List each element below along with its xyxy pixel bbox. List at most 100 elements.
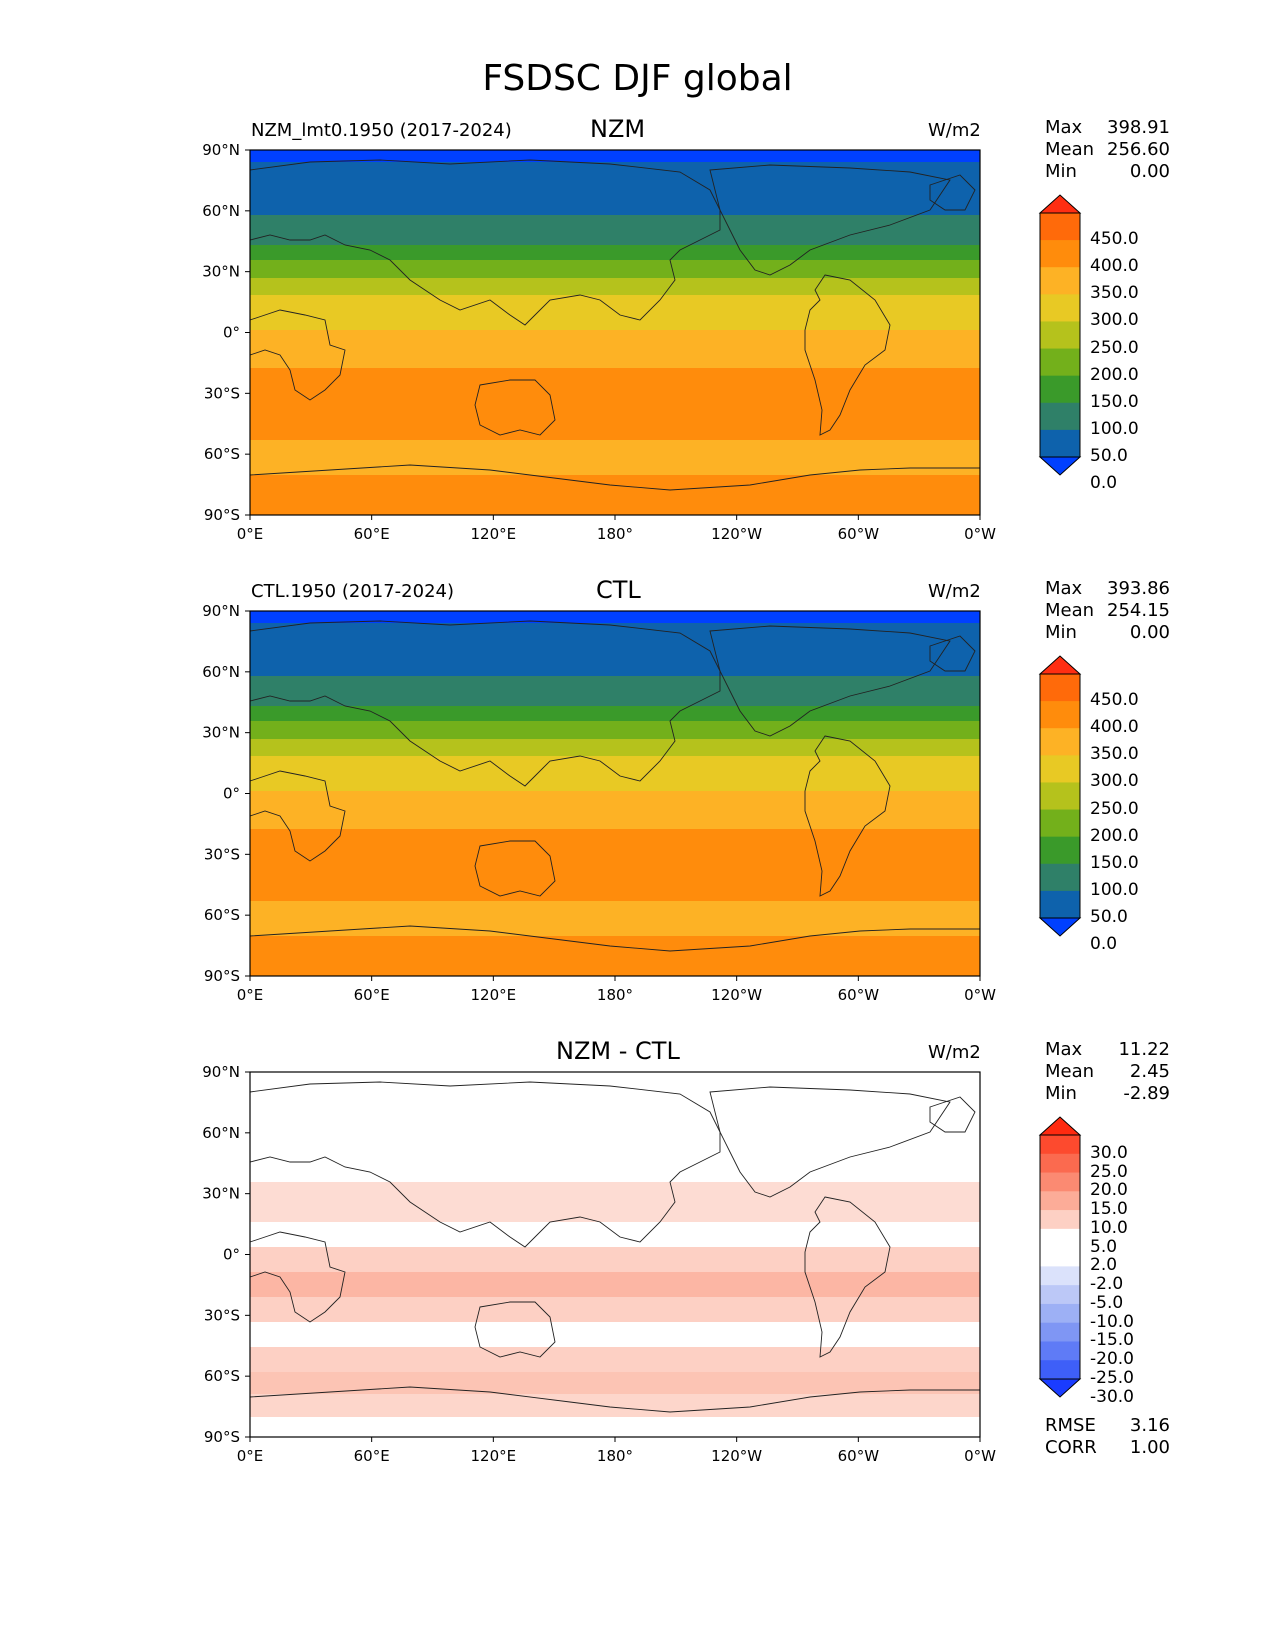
mean-value: 256.60 [1107, 139, 1170, 160]
panel-left-label: CTL.1950 (2017-2024) [251, 581, 455, 602]
colorbar-level-label: -2.0 [1090, 1274, 1124, 1295]
colorbar-swatch [1040, 1341, 1080, 1361]
panel-center-label: NZM - CTL [556, 1037, 680, 1065]
colorbar-swatch [1040, 375, 1080, 404]
lon-tick-label: 0°E [237, 986, 264, 1004]
colorbar-swatch [1040, 1322, 1080, 1342]
colorbar-level-label: 250.0 [1090, 798, 1139, 819]
field-band [250, 368, 980, 440]
colorbar-swatch [1040, 294, 1080, 322]
coastline [929, 1096, 976, 1133]
colorbar-level-label: 50.0 [1090, 907, 1128, 927]
coastline [249, 620, 721, 787]
colorbar-frame [1039, 212, 1081, 458]
coastline [804, 735, 891, 897]
map-nzm: 90°N 60°N 30°N 0° 30°S 60°S 90°S0°E 60°E 120°E 18… [202, 141, 996, 543]
colorbar-swatch [1040, 836, 1080, 865]
colorbar-level-label: 150.0 [1090, 391, 1139, 412]
min-value: 0.00 [1129, 161, 1170, 182]
stats-box: Max 393.86 Mean 254.15 Min 0.00 [1045, 578, 1170, 644]
colorbar-level-label: 20.0 [1090, 1180, 1128, 1201]
lon-tick-label: 60°E [354, 986, 390, 1004]
colorbar-swatch [1040, 890, 1080, 919]
colorbar-extend-max [1038, 1116, 1082, 1136]
field-band [250, 330, 980, 368]
panel-left-label: NZM_lmt0.1950 (2017-2024) [251, 120, 512, 141]
coastline [929, 174, 976, 211]
colorbar-swatch [1040, 1247, 1080, 1267]
coastline [249, 309, 346, 401]
field-band [250, 739, 980, 756]
mean-value: 254.15 [1107, 600, 1170, 621]
lat-tick-label: 60°S [204, 906, 240, 924]
colorbar-swatch [1040, 267, 1080, 295]
field-band [250, 1297, 980, 1322]
colorbar-swatch [1040, 755, 1080, 783]
colorbar-level-label: 10.0 [1090, 1217, 1128, 1238]
field-band [250, 1182, 980, 1222]
lon-tick-label: 0°W [964, 986, 996, 1004]
mean-label: Mean [1045, 1061, 1095, 1082]
colorbar-swatch [1040, 1153, 1080, 1174]
coastline [249, 159, 721, 326]
colorbar-swatch [1040, 1285, 1080, 1305]
field-band [250, 676, 980, 706]
coastline [249, 1081, 721, 1248]
colorbar-swatch [1040, 429, 1080, 458]
lat-tick-label: 90°S [204, 967, 240, 985]
lat-tick-label: 30°N [202, 724, 240, 742]
colorbar-swatch [1040, 863, 1080, 892]
lon-tick-label: 120°W [711, 986, 762, 1004]
min-label: Min [1045, 1083, 1077, 1104]
colorbar-level-label: 0.0 [1090, 473, 1118, 494]
colorbar-level-label: -25.0 [1090, 1368, 1134, 1388]
lon-tick-label: 60°W [838, 525, 880, 543]
lon-tick-label: 120°E [471, 525, 517, 543]
min-label: Min [1045, 622, 1077, 643]
lon-tick-label: 0°E [237, 525, 264, 543]
field-band [250, 150, 980, 162]
colorbar-swatch [1040, 1228, 1080, 1249]
panel-center-label: CTL [596, 576, 641, 604]
lat-tick-label: 0° [223, 324, 240, 342]
stats-box: Max 398.91 Mean 256.60 Min 0.00 [1045, 117, 1170, 183]
field-band [250, 1072, 980, 1182]
field-band [250, 706, 980, 721]
field-band [250, 245, 980, 260]
colorbar-level-label: 150.0 [1090, 852, 1139, 873]
coastline [709, 164, 951, 276]
colorbar-level-label: 25.0 [1090, 1161, 1128, 1182]
field-band [250, 278, 980, 295]
lon-tick-label: 0°W [964, 525, 996, 543]
lon-tick-label: 60°E [354, 525, 390, 543]
colorbar-level-label: 300.0 [1090, 771, 1139, 792]
field-band [250, 936, 980, 976]
coastline [474, 379, 556, 436]
field-band [250, 162, 980, 215]
coastline [709, 625, 951, 737]
coastline [709, 1086, 951, 1198]
lat-tick-label: 90°N [202, 141, 240, 159]
colorbar-level-label: 250.0 [1090, 337, 1139, 358]
lon-tick-label: 120°W [711, 1447, 762, 1465]
mean-value: 2.45 [1129, 1061, 1170, 1082]
lat-tick-label: 30°S [204, 384, 240, 402]
field-band [250, 215, 980, 245]
field-band [250, 756, 980, 791]
field-band [250, 791, 980, 829]
colorbar-swatch [1040, 240, 1080, 268]
coastline [249, 1231, 346, 1323]
lat-tick-label: 90°N [202, 1063, 240, 1081]
lat-tick-label: 0° [223, 785, 240, 803]
min-label: Min [1045, 161, 1077, 182]
min-value: -2.89 [1123, 1083, 1170, 1104]
max-value: 11.22 [1118, 1039, 1170, 1060]
lat-tick-label: 60°N [202, 663, 240, 681]
min-value: 0.00 [1129, 622, 1170, 643]
lat-tick-label: 30°S [204, 845, 240, 863]
field-band [250, 260, 980, 278]
colorbar-swatch [1040, 728, 1080, 756]
lat-tick-label: 30°S [204, 1306, 240, 1324]
coastline [474, 840, 556, 897]
lat-tick-label: 90°S [204, 506, 240, 524]
